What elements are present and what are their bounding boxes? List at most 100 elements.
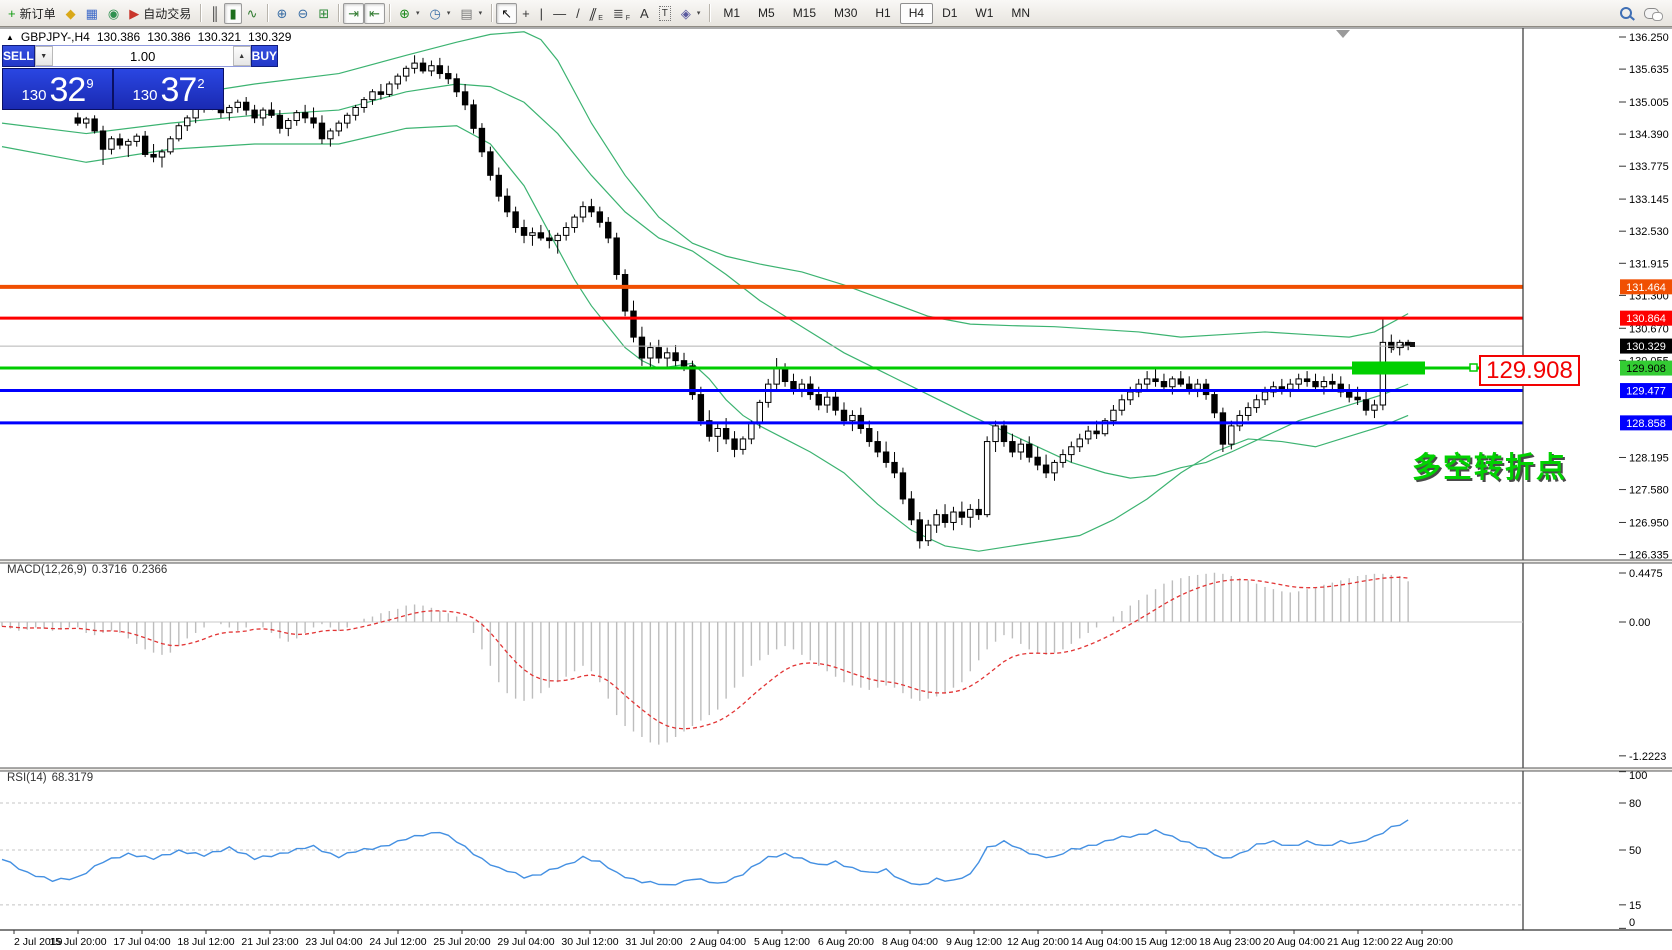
- svg-text:131.915: 131.915: [1629, 258, 1669, 270]
- search-icon[interactable]: [1620, 7, 1632, 19]
- svg-text:0.00: 0.00: [1629, 617, 1650, 629]
- tile-windows-icon: ⊞: [318, 5, 330, 21]
- crosshair-button[interactable]: +: [517, 3, 535, 24]
- chat-icon[interactable]: [1644, 7, 1663, 21]
- sell-price-button[interactable]: 130 32 9: [3, 69, 112, 109]
- profiles-icon: ◆: [65, 5, 76, 21]
- plus-mark: +: [1400, 338, 1407, 352]
- macd-signal-line: [1, 576, 1409, 730]
- arrange-windows-button[interactable]: ⊞: [313, 3, 334, 24]
- svg-text:50: 50: [1629, 845, 1641, 857]
- chart-shift-marker: [1336, 30, 1350, 38]
- svg-text:130.670: 130.670: [1629, 323, 1669, 335]
- svg-text:0.4475: 0.4475: [1629, 568, 1663, 580]
- buy-price-button[interactable]: 130 37 2: [114, 69, 223, 109]
- svg-text:80: 80: [1629, 798, 1641, 810]
- timeframe-m30-button[interactable]: M30: [834, 6, 858, 20]
- timeframe-m15-button[interactable]: M15: [792, 6, 817, 20]
- text-label-button[interactable]: T: [654, 3, 676, 24]
- turning-point-note[interactable]: 多空转折点: [1412, 452, 1568, 484]
- market-watch-button[interactable]: ▦: [81, 3, 103, 24]
- zoom-in-button[interactable]: ⊕: [272, 3, 293, 24]
- buy-price-big: 37: [160, 71, 197, 109]
- zoom-out-icon: ⊖: [297, 5, 309, 21]
- fibonacci-icon: ≣: [612, 5, 624, 21]
- chart-shift-button[interactable]: ⇤: [364, 2, 386, 24]
- new-order-button[interactable]: + 新订单: [3, 3, 61, 24]
- price-badge-130.329: [1620, 338, 1672, 354]
- market-watch-icon: ▦: [85, 5, 98, 21]
- svg-text:8 Aug 04:00: 8 Aug 04:00: [882, 936, 938, 948]
- timeframe-h1-button[interactable]: H1: [875, 6, 891, 20]
- navigator-button[interactable]: ◉: [103, 3, 124, 24]
- templates-button[interactable]: ▤ ▾: [455, 3, 487, 24]
- annotation-objects-layer[interactable]: ↓ +: [1336, 30, 1479, 375]
- price-callout-129908[interactable]: 129.908: [1479, 355, 1580, 386]
- auto-scroll-icon: ⇥: [348, 5, 360, 21]
- horizontal-line-button[interactable]: —: [548, 3, 571, 24]
- timeframe-h4-button[interactable]: H4: [899, 2, 934, 24]
- candlestick-icon: ▮: [229, 5, 237, 21]
- square-mark: [1410, 342, 1415, 347]
- price-badge-128.858: [1620, 415, 1672, 431]
- bollinger-middle-band: [1, 83, 1409, 479]
- timeframe-m1-button[interactable]: M1: [723, 6, 741, 20]
- cursor-button[interactable]: ↖: [496, 2, 518, 24]
- svg-text:2 Jul 2019: 2 Jul 2019: [14, 936, 63, 948]
- volume-decrease-button[interactable]: ▼: [34, 46, 53, 66]
- candlestick-chart-button[interactable]: ▮: [224, 2, 242, 24]
- bollinger-bands-layer: [1, 31, 1409, 552]
- periods-button[interactable]: ◷ ▾: [425, 3, 456, 24]
- collapse-arrow-icon[interactable]: ▲: [6, 32, 14, 42]
- timeframe-m5-button[interactable]: M5: [758, 6, 775, 20]
- svg-text:30 Jul 12:00: 30 Jul 12:00: [561, 936, 618, 948]
- svg-text:2 Aug 04:00: 2 Aug 04:00: [690, 936, 746, 948]
- line-chart-icon: ∿: [246, 5, 258, 21]
- svg-text:22 Aug 20:00: 22 Aug 20:00: [1391, 936, 1453, 948]
- svg-text:21 Jul 23:00: 21 Jul 23:00: [241, 936, 298, 948]
- fibonacci-button[interactable]: ≣ F: [608, 3, 635, 24]
- svg-text:129.477: 129.477: [1626, 386, 1666, 398]
- auto-scroll-button[interactable]: ⇥: [343, 2, 365, 24]
- trendline-button[interactable]: /: [571, 3, 585, 24]
- line-chart-button[interactable]: ∿: [242, 3, 263, 24]
- quote-high: 130.386: [147, 30, 191, 44]
- svg-text:24 Jul 12:00: 24 Jul 12:00: [369, 936, 426, 948]
- sell-price-pip: 9: [86, 76, 94, 91]
- toolbar-separator: [389, 4, 391, 22]
- bar-chart-button[interactable]: ║: [205, 3, 224, 24]
- rsi-indicator-label: RSI(14) 68.3179: [7, 772, 93, 784]
- svg-text:126.950: 126.950: [1629, 517, 1669, 529]
- trendline-icon: /: [576, 5, 580, 21]
- toolbar: + 新订单 ◆ ▦ ◉ ▶ 自动交易 ║ ▮ ∿ ⊕ ⊖ ⊞ ⇥ ⇤ ⊕ ▾ ◷ ▾ ▤ ▾ ↖ + | — / ∥ E ≣ F A T ◈ ▾ M…: [0, 0, 1672, 27]
- sell-price-base: 130: [21, 87, 47, 104]
- sell-button[interactable]: SELL: [2, 45, 35, 67]
- volume-increase-button[interactable]: ▲: [232, 46, 251, 66]
- text-button[interactable]: A: [635, 3, 654, 24]
- svg-text:14 Aug 04:00: 14 Aug 04:00: [1071, 936, 1133, 948]
- channel-button[interactable]: ∥ E: [585, 3, 608, 24]
- quote-open: 130.386: [96, 30, 141, 44]
- timeframe-w1-button[interactable]: W1: [975, 6, 994, 20]
- zoom-out-button[interactable]: ⊖: [292, 3, 313, 24]
- autotrading-button[interactable]: ▶ 自动交易: [124, 3, 196, 24]
- vertical-line-button[interactable]: |: [535, 3, 548, 24]
- svg-text:12 Aug 20:00: 12 Aug 20:00: [1007, 936, 1069, 948]
- one-click-trading-panel: SELL ▼ ▲ BUY 130 32 9 130 37 2: [2, 45, 279, 110]
- arrow-objects-icon: ◈: [680, 5, 691, 21]
- buy-button[interactable]: BUY: [250, 45, 279, 67]
- svg-text:15 Jul 20:00: 15 Jul 20:00: [49, 936, 106, 948]
- toolbar-separator: [338, 4, 340, 22]
- svg-text:135.635: 135.635: [1629, 64, 1669, 76]
- price-badge-131.464: [1620, 279, 1672, 295]
- price-badge-129.908: [1620, 360, 1672, 376]
- svg-text:6 Aug 20:00: 6 Aug 20:00: [818, 936, 874, 948]
- volume-input[interactable]: [52, 46, 233, 66]
- arrows-button[interactable]: ◈ ▾: [676, 3, 706, 24]
- timeframe-mn-button[interactable]: MN: [1011, 6, 1031, 20]
- svg-text:23 Jul 04:00: 23 Jul 04:00: [305, 936, 362, 948]
- timeframe-d1-button[interactable]: D1: [942, 6, 958, 20]
- profiles-button[interactable]: ◆: [61, 3, 81, 24]
- indicators-button[interactable]: ⊕ ▾: [394, 3, 424, 24]
